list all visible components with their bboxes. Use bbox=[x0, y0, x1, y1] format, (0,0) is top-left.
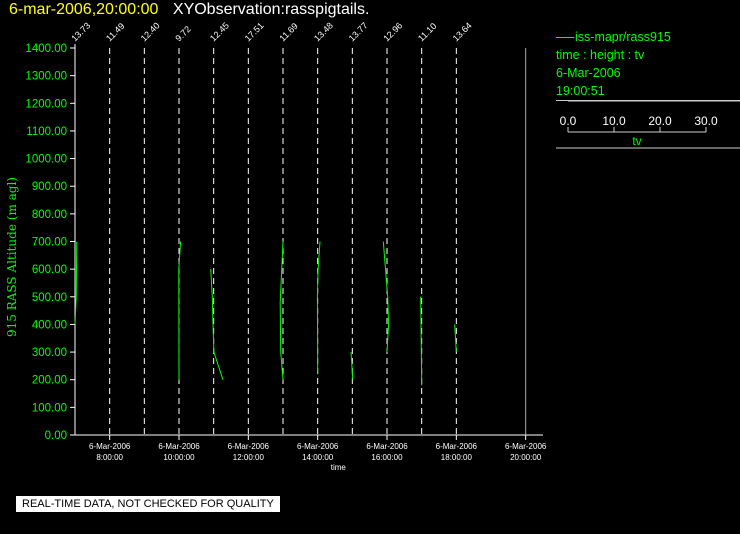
y-tick-label: 500.00 bbox=[32, 292, 67, 304]
legend-scale-tick-label: 30.0 bbox=[694, 114, 718, 128]
legend-panel: iss-mapr/rass915 time : height : tv 6-Ma… bbox=[556, 28, 740, 168]
profile-trace bbox=[74, 241, 78, 325]
header-observation-title: XYObservation:rasspigtails. bbox=[172, 1, 370, 18]
profile-trace bbox=[350, 352, 354, 380]
y-tick-label: 800.00 bbox=[32, 209, 67, 221]
y-tick-label: 100.00 bbox=[32, 402, 67, 414]
profile-label: 12.96 bbox=[381, 20, 404, 43]
y-tick-label: 1100.00 bbox=[26, 126, 67, 138]
profile-label: 11.49 bbox=[104, 21, 127, 44]
profile-label: 13.73 bbox=[69, 20, 92, 43]
profile-trace bbox=[279, 241, 284, 380]
legend-scale: 0.0 10.0 20.0 30.0 tv bbox=[556, 100, 740, 149]
x-tick-date: 6-Mar-2006 bbox=[228, 442, 270, 451]
profile-label: 17.51 bbox=[243, 20, 266, 43]
quality-notice: REAL-TIME DATA, NOT CHECKED FOR QUALITY bbox=[16, 496, 280, 512]
legend-scale-label: tv bbox=[632, 134, 641, 148]
x-tick-time: 20:00:00 bbox=[510, 453, 542, 462]
y-tick-label: 0.00 bbox=[45, 430, 67, 442]
x-tick-time: 16:00:00 bbox=[371, 453, 403, 462]
y-tick-label: 1200.00 bbox=[25, 98, 67, 110]
profile-label: 12.45 bbox=[208, 20, 231, 43]
legend-time: 19:00:51 bbox=[556, 84, 605, 98]
x-tick-time: 18:00:00 bbox=[441, 453, 473, 462]
x-tick-date: 6-Mar-2006 bbox=[158, 442, 200, 451]
y-tick-label: 1400.00 bbox=[25, 43, 67, 55]
profile-trace bbox=[316, 241, 321, 375]
y-tick-label: 600.00 bbox=[32, 264, 67, 276]
profile-label: 12.40 bbox=[139, 20, 162, 43]
legend-date: 6-Mar-2006 bbox=[556, 66, 621, 80]
x-tick-date: 6-Mar-2006 bbox=[436, 442, 478, 451]
x-tick-time: 10:00:00 bbox=[163, 453, 195, 462]
x-tick-date: 6-Mar-2006 bbox=[505, 442, 547, 451]
profile-trace bbox=[420, 296, 423, 386]
legend-scale-tick-label: 10.0 bbox=[602, 114, 626, 128]
x-tick-time: 8:00:00 bbox=[96, 453, 123, 462]
legend-scale-ticks: 0.0 10.0 20.0 30.0 tv bbox=[560, 114, 718, 148]
profile-label: 13.77 bbox=[347, 20, 370, 43]
x-tick-date: 6-Mar-2006 bbox=[297, 442, 339, 451]
profile-label: 11.69 bbox=[277, 21, 300, 44]
x-axis-title: time bbox=[331, 463, 347, 472]
legend-mapping: time : height : tv bbox=[556, 48, 645, 62]
y-tick-label: 900.00 bbox=[32, 181, 67, 193]
legend-scale-tick-label: 20.0 bbox=[648, 114, 672, 128]
x-tick-time: 14:00:00 bbox=[302, 453, 334, 462]
y-axis-title: 915 RASS Altitude (m agl) bbox=[5, 177, 19, 338]
profile-label: 11.10 bbox=[416, 21, 439, 44]
legend-series-name: iss-mapr/rass915 bbox=[575, 30, 671, 44]
profile-label: 9.72 bbox=[173, 24, 192, 43]
y-tick-label: 200.00 bbox=[32, 375, 67, 387]
legend-series-swatch bbox=[556, 37, 574, 39]
y-tick-label: 700.00 bbox=[32, 237, 67, 249]
profile-trace bbox=[454, 324, 457, 353]
y-tick-label: 1300.00 bbox=[25, 71, 67, 83]
legend-scale-tick-label: 0.0 bbox=[560, 114, 577, 128]
x-tick-time: 12:00:00 bbox=[233, 453, 265, 462]
profile-label: 13.64 bbox=[451, 20, 474, 43]
x-tick-date: 6-Mar-2006 bbox=[366, 442, 408, 451]
header-date-time: 6-mar-2006,20:00:00 bbox=[9, 1, 159, 18]
profile-trace bbox=[382, 241, 390, 353]
chart-header: 6-mar-2006,20:00:00 XYObservation:rasspi… bbox=[9, 1, 369, 19]
x-tick-date: 6-Mar-2006 bbox=[89, 442, 131, 451]
profile-trace bbox=[210, 269, 224, 380]
y-tick-label: 400.00 bbox=[32, 319, 67, 331]
y-tick-label: 300.00 bbox=[32, 347, 67, 359]
profile-trace bbox=[178, 241, 182, 380]
legend-series-row: iss-mapr/rass915 bbox=[556, 28, 740, 46]
profile-label: 13.48 bbox=[312, 20, 335, 43]
y-tick-label: 1000.00 bbox=[25, 154, 67, 166]
y-axis-title-box: 915 RASS Altitude (m agl) bbox=[0, 160, 24, 360]
